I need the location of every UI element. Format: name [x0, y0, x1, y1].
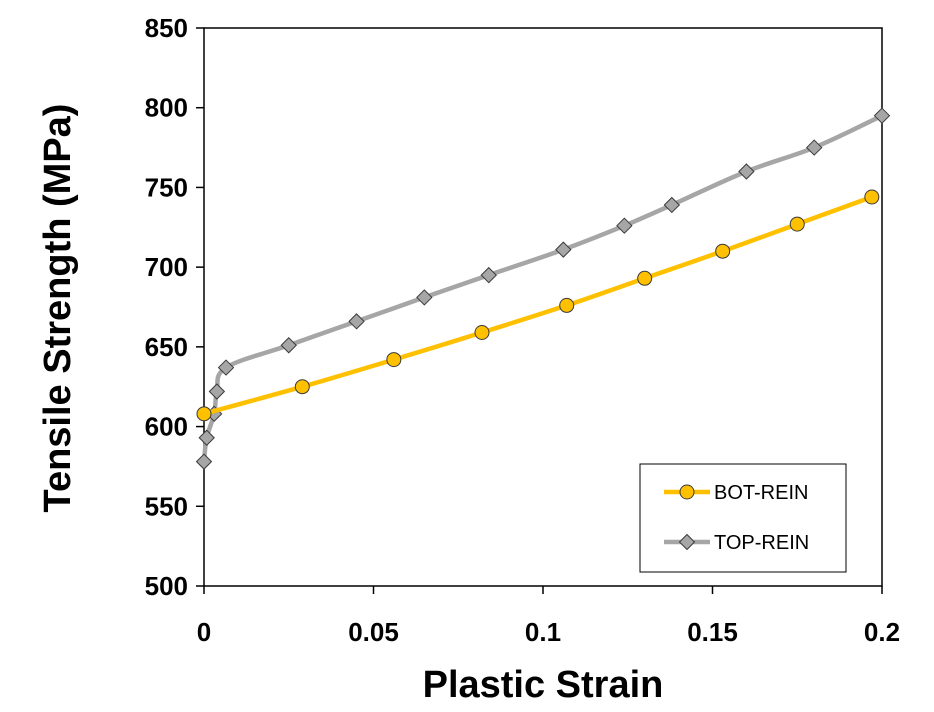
legend-label: TOP-REIN: [714, 532, 809, 554]
y-tick-label: 850: [145, 13, 188, 43]
data-point: [637, 270, 653, 286]
data-point: [196, 406, 212, 422]
data-point: [386, 352, 402, 368]
x-tick-label: 0.1: [525, 617, 561, 647]
data-point: [208, 383, 226, 400]
x-axis-title: Plastic Strain: [423, 664, 664, 706]
series-top-rein: [195, 107, 891, 470]
data-point: [873, 107, 891, 124]
plot-series: [195, 107, 891, 470]
data-point: [217, 359, 235, 376]
y-tick-label: 600: [145, 412, 188, 442]
x-tick-label: 0: [197, 617, 211, 647]
x-tick-label: 0.2: [864, 617, 900, 647]
y-tick-label: 700: [145, 252, 188, 282]
y-tick-label: 750: [145, 172, 188, 202]
data-point: [805, 139, 823, 156]
series-line: [201, 113, 885, 464]
data-point: [738, 163, 755, 180]
y-axis-title: Tensile Strength (MPa): [37, 104, 79, 513]
data-point: [416, 289, 433, 306]
legend-item-bot-rein: BOT-REIN: [664, 482, 808, 504]
legend-item-top-rein: TOP-REIN: [664, 532, 809, 554]
legend-marker: [678, 533, 696, 551]
data-point: [559, 297, 575, 313]
data-point: [715, 243, 731, 259]
data-point: [280, 337, 297, 354]
series-bot-rein: [196, 189, 880, 422]
data-point: [616, 217, 633, 234]
y-tick-label: 550: [145, 491, 188, 521]
data-point: [480, 266, 497, 284]
data-point: [198, 429, 215, 446]
legend-box: [639, 463, 847, 573]
data-point: [789, 216, 805, 232]
data-point: [294, 379, 310, 395]
data-point: [195, 453, 213, 470]
y-tick-label: 650: [145, 332, 188, 362]
data-point: [555, 241, 572, 258]
y-tick-label: 500: [145, 571, 188, 601]
data-point: [663, 196, 681, 214]
legend-label: BOT-REIN: [714, 482, 808, 504]
axes: 500 550 600 650 700 750 800 850 0 0.05 0.1 0.15 0.2: [145, 13, 900, 647]
legend-marker: [679, 484, 695, 500]
x-tick-label: 0.15: [687, 617, 738, 647]
data-point: [474, 325, 490, 341]
x-tick-label: 0.05: [348, 617, 399, 647]
data-point: [348, 313, 365, 330]
legend: BOT-REIN TOP-REIN: [639, 463, 847, 573]
y-tick-label: 800: [145, 93, 188, 123]
data-point: [864, 189, 880, 205]
